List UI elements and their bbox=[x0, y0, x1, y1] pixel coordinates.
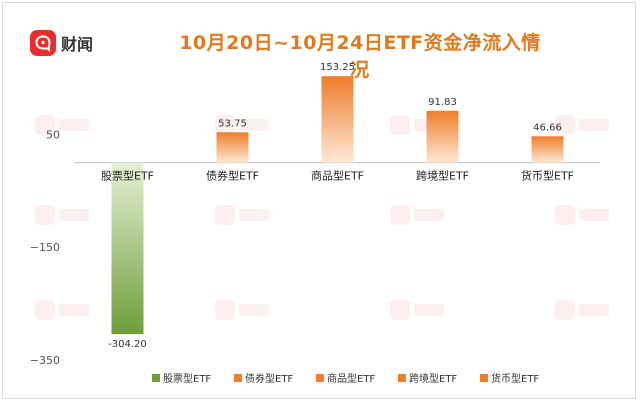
watermark-logo-icon bbox=[35, 205, 89, 225]
watermark-logo-icon bbox=[215, 115, 269, 135]
watermark-logo-icon bbox=[215, 205, 269, 225]
category-label: 跨境型ETF bbox=[416, 169, 469, 183]
bar-2 bbox=[216, 132, 249, 163]
legend-swatch bbox=[480, 374, 488, 382]
watermark-layer bbox=[35, 115, 609, 320]
legend-label: 股票型ETF bbox=[163, 372, 211, 385]
category-label: 商品型ETF bbox=[311, 169, 364, 183]
category-label: 货币型ETF bbox=[521, 169, 574, 183]
watermark-logo-icon bbox=[390, 205, 444, 225]
watermark-logo-icon bbox=[555, 115, 609, 135]
legend-swatch bbox=[234, 374, 242, 382]
chart-title: 10月20日~10月24日ETF资金净流入情况 bbox=[179, 32, 541, 81]
brand-logo: 财闻 bbox=[30, 30, 93, 56]
y-tick-label: −150 bbox=[30, 241, 60, 254]
chart-frame bbox=[2, 2, 636, 399]
category-label: 债券型ETF bbox=[206, 169, 259, 183]
bar-value-label: 153.25 bbox=[320, 62, 355, 73]
y-tick-label: −350 bbox=[30, 354, 60, 367]
bar-5 bbox=[531, 136, 564, 163]
y-tick-label: 50 bbox=[46, 128, 60, 141]
legend-swatch bbox=[152, 374, 160, 382]
bar-3 bbox=[321, 76, 354, 163]
watermark-logo-icon bbox=[390, 300, 444, 320]
watermark-logo-icon bbox=[555, 205, 609, 225]
bar-value-label: -304.20 bbox=[108, 339, 147, 350]
watermark-logo-icon bbox=[35, 115, 89, 135]
legend-label: 债券型ETF bbox=[245, 372, 293, 385]
legend-label: 货币型ETF bbox=[491, 372, 539, 385]
bar-1 bbox=[111, 162, 144, 335]
bar-value-label: 91.83 bbox=[428, 97, 457, 108]
category-label: 股票型ETF bbox=[101, 169, 154, 183]
bar-4 bbox=[426, 110, 459, 163]
bar-value-label: 46.66 bbox=[533, 122, 562, 133]
legend-label: 商品型ETF bbox=[327, 372, 375, 385]
watermark-logo-icon bbox=[215, 300, 269, 320]
legend-label: 跨境型ETF bbox=[409, 372, 457, 385]
chat-bubble-logo-icon bbox=[30, 30, 56, 56]
bar-value-label: 53.75 bbox=[218, 118, 247, 129]
watermark-logo-icon bbox=[555, 300, 609, 320]
watermark-logo-icon bbox=[35, 300, 89, 320]
brand-name: 财闻 bbox=[61, 35, 94, 54]
legend-swatch bbox=[316, 374, 324, 382]
legend-swatch bbox=[398, 374, 406, 382]
